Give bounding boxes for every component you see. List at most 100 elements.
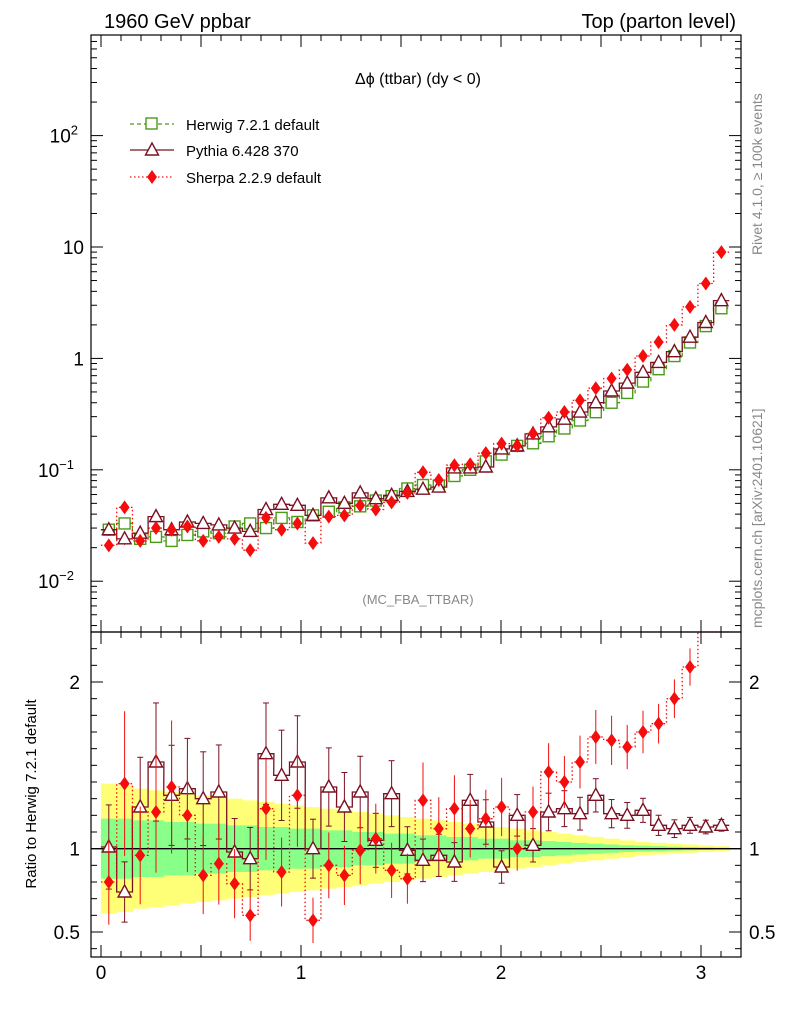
pythia-point — [540, 418, 557, 433]
herwig-point — [165, 534, 178, 548]
sherpa-point — [370, 502, 381, 517]
ratio-y-tick-label-right: 0.5 — [749, 923, 775, 944]
sherpa-point — [685, 299, 695, 314]
pythia-ratio-point — [540, 803, 557, 818]
sherpa-ratio-point — [606, 733, 617, 748]
sherpa-ratio-point — [590, 730, 601, 744]
ratio-y-tick-label: 2 — [69, 673, 80, 694]
sherpa-point — [339, 508, 350, 523]
sherpa-ratio-point — [261, 801, 271, 816]
pythia-point — [101, 521, 117, 536]
sherpa-ratio-point — [292, 788, 303, 803]
sherpa-point — [182, 519, 193, 534]
sherpa-ratio-point — [166, 780, 177, 794]
sherpa-ratio-point — [198, 868, 209, 883]
sherpa-point — [449, 458, 460, 473]
pythia-point — [195, 514, 211, 530]
pythia-ratio-point — [666, 820, 683, 835]
legend: Herwig 7.2.1 default Pythia 6.428 370 Sh… — [130, 117, 322, 187]
pythia-ratio-point — [336, 798, 353, 813]
sherpa-ratio-point — [543, 765, 554, 779]
ratio-line-0 — [100, 753, 730, 893]
pythia-point — [666, 343, 683, 358]
pythia-point — [713, 292, 730, 307]
sherpa-point — [292, 516, 303, 531]
sherpa-point — [622, 362, 633, 377]
legend-sherpa-marker — [147, 170, 157, 184]
sherpa-ratio-point — [480, 811, 491, 826]
sherpa-ratio-point — [245, 908, 256, 923]
sherpa-point — [575, 393, 585, 408]
sherpa-point — [276, 522, 287, 537]
sherpa-point — [512, 438, 523, 453]
pythia-point — [289, 496, 306, 512]
sherpa-point — [151, 521, 161, 536]
y-tick-label: 102 — [50, 123, 78, 148]
pythia-ratio-point — [195, 790, 211, 805]
sherpa-ratio-point — [151, 805, 161, 819]
herwig-point — [621, 386, 634, 400]
sherpa-point — [606, 371, 617, 386]
sherpa-ratio-point — [418, 793, 428, 808]
legend-pythia-label: Pythia 6.428 370 — [186, 143, 299, 160]
sherpa-ratio-point — [182, 808, 193, 823]
sherpa-ratio-point — [465, 821, 476, 836]
pythia-ratio-point — [588, 786, 604, 802]
sherpa-point — [638, 349, 648, 364]
sherpa-point — [496, 436, 507, 451]
series-line-0 — [100, 307, 730, 542]
pythia-ratio-point — [650, 816, 667, 832]
pythia-point — [619, 374, 635, 389]
pythia-point — [273, 495, 290, 511]
pythia-point — [148, 508, 164, 523]
herwig-point — [275, 511, 288, 525]
pythia-ratio-point — [242, 850, 258, 865]
series-line-2 — [100, 251, 730, 551]
sherpa-ratio-point — [386, 863, 397, 878]
mcplots-label: mcplots.cern.ch [arXiv:2401.10621] — [749, 409, 765, 628]
sherpa-ratio-point — [622, 740, 633, 754]
analysis-annotation: (MC_FBA_TTBAR) — [362, 592, 473, 607]
pythia-point — [650, 353, 667, 369]
sherpa-ratio-point — [433, 821, 444, 836]
legend-pythia-marker — [144, 141, 160, 156]
ratio-y-tick-label: 0.5 — [54, 923, 80, 944]
ratio-ylabel: Ratio to Herwig 7.2.1 default — [23, 699, 40, 889]
sherpa-ratio-point — [276, 865, 287, 879]
main-plot: 10−2 10−1 1 10 102 Δϕ (ttbar) (dy < 0) (MC_F… — [38, 34, 742, 633]
y-tick-label: 1 — [73, 349, 84, 370]
sherpa-point — [590, 381, 601, 396]
sherpa-point — [386, 495, 397, 510]
pythia-ratio-point — [619, 806, 635, 822]
legend-herwig-marker — [145, 117, 158, 130]
pythia-ratio-point — [493, 858, 510, 873]
pythia-ratio-point — [713, 816, 730, 832]
sherpa-point — [229, 531, 240, 546]
pythia-point — [588, 394, 604, 409]
pythia-ratio-point — [116, 883, 133, 898]
pythia-ratio-point — [682, 816, 698, 832]
sherpa-ratio-point — [135, 848, 146, 863]
sherpa-point — [261, 510, 271, 525]
pythia-ratio-point — [383, 785, 400, 800]
sherpa-ratio-point — [213, 856, 224, 871]
legend-sherpa-label: Sherpa 2.2.9 default — [186, 170, 322, 187]
pythia-point — [415, 480, 431, 495]
sherpa-ratio-point — [559, 775, 570, 789]
sherpa-ratio-point — [370, 831, 381, 846]
pythia-ratio-point — [603, 805, 620, 820]
pythia-ratio-point — [415, 851, 431, 867]
sherpa-point — [433, 473, 444, 488]
x-tick-label: 3 — [696, 963, 707, 984]
pythia-ratio-point — [446, 853, 463, 868]
sherpa-point — [245, 543, 256, 558]
x-tick-label: 1 — [296, 963, 307, 984]
sherpa-point — [716, 245, 727, 260]
sherpa-ratio-point — [449, 801, 460, 816]
sherpa-point — [323, 509, 334, 524]
sherpa-point — [700, 276, 711, 291]
pythia-point — [352, 484, 368, 499]
sherpa-ratio-point — [339, 868, 350, 883]
sherpa-point — [135, 533, 146, 548]
